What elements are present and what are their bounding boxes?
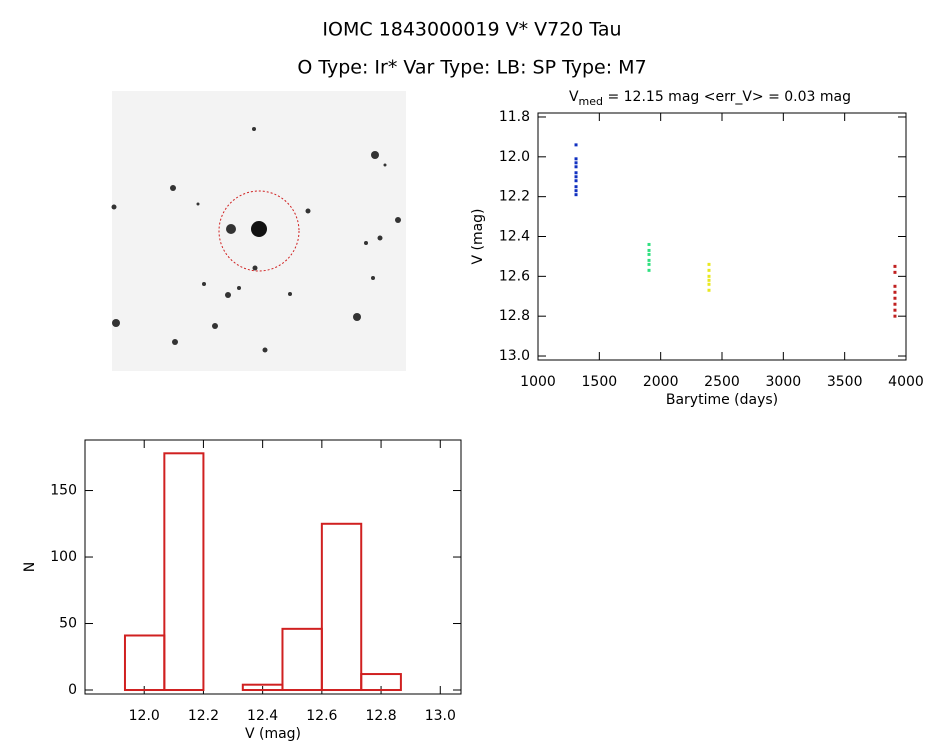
- x-tick-label: 3500: [827, 374, 863, 390]
- y-tick-label: 50: [59, 616, 77, 632]
- y-tick-label: 11.8: [499, 109, 530, 125]
- y-tick-label: 0: [68, 682, 77, 698]
- x-tick-label: 1500: [582, 374, 618, 390]
- data-point: [893, 314, 897, 318]
- data-point: [647, 258, 651, 262]
- data-point: [647, 268, 651, 272]
- data-point: [574, 165, 578, 169]
- data-point: [893, 284, 897, 288]
- y-tick-label: 12.4: [499, 229, 530, 245]
- data-point: [893, 264, 897, 268]
- histogram-bar: [360, 673, 402, 692]
- data-point: [647, 252, 651, 256]
- x-tick-label: 12.0: [129, 708, 160, 724]
- y-tick-label: 12.2: [499, 189, 530, 205]
- x-tick-label: 2500: [704, 374, 740, 390]
- sky-image: [111, 91, 406, 371]
- data-point: [893, 290, 897, 294]
- x-tick-label: 1000: [520, 374, 556, 390]
- page-title: IOMC 1843000019 V* V720 Tau: [322, 19, 621, 41]
- y-tick-label: 100: [50, 549, 77, 565]
- histogram-bar: [320, 522, 363, 692]
- data-point: [574, 175, 578, 179]
- plot-frame: [537, 112, 907, 361]
- data-point: [707, 274, 711, 278]
- x-tick-label: 12.8: [365, 708, 396, 724]
- data-point: [893, 296, 897, 300]
- data-point: [574, 143, 578, 147]
- histogram-bar: [163, 452, 205, 692]
- data-point: [574, 193, 578, 197]
- x-tick-label: 13.0: [425, 708, 456, 724]
- x-tick-label: 3000: [766, 374, 802, 390]
- data-point: [647, 242, 651, 246]
- page-subtitle: O Type: Ir* Var Type: LB: SP Type: M7: [297, 57, 646, 79]
- title-part: = 12.15 mag <err_V> = 0.03 mag: [603, 89, 851, 105]
- y-tick-label: 12.8: [499, 308, 530, 324]
- data-point: [707, 262, 711, 266]
- data-point: [574, 189, 578, 193]
- x-tick-label: 12.4: [247, 708, 278, 724]
- data-point: [574, 161, 578, 165]
- x-tick-label: 12.2: [188, 708, 219, 724]
- data-point: [574, 171, 578, 175]
- data-point: [893, 308, 897, 312]
- y-tick-label: 12.6: [499, 268, 530, 284]
- data-point: [647, 248, 651, 252]
- scatter-title: Vmed = 12.15 mag <err_V> = 0.03 mag: [569, 89, 851, 108]
- x-tick-label: 12.6: [306, 708, 337, 724]
- histogram-bar: [281, 627, 323, 692]
- data-point: [574, 179, 578, 183]
- data-point: [707, 268, 711, 272]
- data-point: [707, 278, 711, 282]
- title-part: med: [579, 95, 603, 108]
- data-point: [647, 262, 651, 266]
- y-tick-label: 12.0: [499, 149, 530, 165]
- x-axis-label: Barytime (days): [666, 392, 778, 408]
- data-point: [574, 157, 578, 161]
- x-axis-label: V (mag): [245, 726, 301, 742]
- title-part: V: [569, 89, 579, 105]
- x-tick-label: 2000: [643, 374, 679, 390]
- y-tick-label: 150: [50, 483, 77, 499]
- y-tick-label: 13.0: [499, 348, 530, 364]
- x-tick-label: 4000: [888, 374, 924, 390]
- plot-frame: [84, 439, 462, 695]
- histogram-bar: [123, 634, 166, 692]
- data-point: [707, 282, 711, 286]
- data-point: [893, 270, 897, 274]
- data-point: [707, 288, 711, 292]
- y-axis-label: N: [22, 562, 38, 572]
- y-axis-label: V (mag): [470, 208, 486, 264]
- data-point: [574, 185, 578, 189]
- data-point: [893, 302, 897, 306]
